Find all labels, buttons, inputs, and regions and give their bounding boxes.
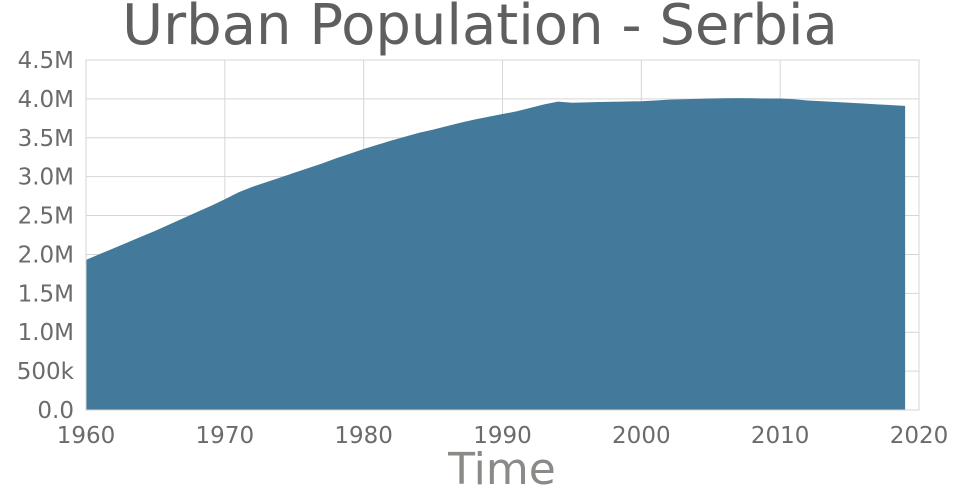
- plot-area: [86, 98, 906, 411]
- y-tick-label: 2.5M: [18, 204, 74, 230]
- x-tick-label: 2020: [890, 423, 949, 449]
- x-tick-label: 1960: [57, 423, 116, 449]
- y-tick-label: 1.5M: [18, 281, 74, 307]
- x-tick-label: 2010: [751, 423, 810, 449]
- x-tick-label: 1980: [334, 423, 393, 449]
- x-axis-title: Time: [447, 444, 556, 495]
- x-tick-label: 1970: [196, 423, 255, 449]
- y-tick-label: 500k: [17, 359, 75, 385]
- x-tick-label: 1990: [473, 423, 532, 449]
- area-series: [86, 98, 906, 411]
- y-tick-label: 0.0: [37, 398, 74, 424]
- y-tick-label: 3.0M: [18, 165, 74, 191]
- y-axis: 0.0 500k 1.0M 1.5M 2.0M 2.5M 3.0M 3.5M 4.0M 4.5M: [17, 48, 75, 424]
- x-axis: 1960 1970 1980 1990 2000 2010 2020: [57, 423, 949, 449]
- y-tick-label: 4.5M: [18, 48, 74, 74]
- y-tick-label: 2.0M: [18, 242, 74, 268]
- x-tick-label: 2000: [612, 423, 671, 449]
- y-tick-label: 3.5M: [18, 126, 74, 152]
- y-tick-label: 4.0M: [18, 87, 74, 113]
- chart-title: Urban Population - Serbia: [122, 0, 838, 58]
- y-tick-label: 1.0M: [18, 320, 74, 346]
- plot-frame: [85, 59, 920, 411]
